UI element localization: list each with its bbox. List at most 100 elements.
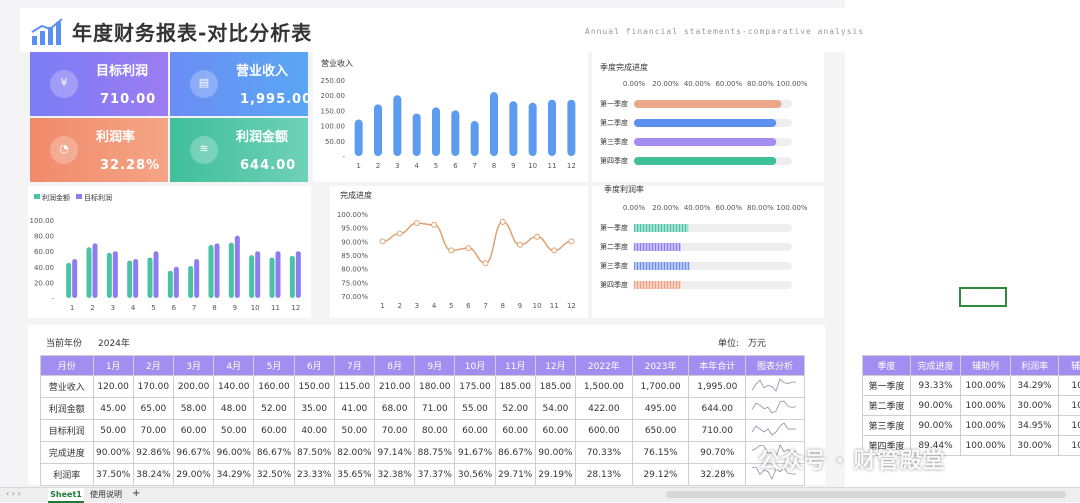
table-cell[interactable]: 48.00 — [214, 398, 254, 420]
column-header[interactable]: 11月 — [495, 356, 535, 376]
table-cell[interactable]: 50.00 — [214, 420, 254, 442]
table-cell[interactable]: 100.00% — [960, 416, 1010, 436]
column-header[interactable]: 辅助 — [1059, 356, 1080, 376]
table-cell[interactable]: 82.00% — [334, 442, 374, 464]
table-cell[interactable]: 29.12% — [632, 464, 689, 486]
table-cell[interactable]: 60.00 — [254, 420, 294, 442]
column-header[interactable]: 9月 — [415, 356, 455, 376]
table-cell[interactable]: 115.00 — [334, 376, 374, 398]
table-cell[interactable]: 185.00 — [535, 376, 575, 398]
tab-instructions[interactable]: 使用说明 — [90, 489, 122, 500]
table-cell[interactable]: 70.33% — [576, 442, 633, 464]
table-cell[interactable]: 86.67% — [495, 442, 535, 464]
column-header[interactable]: 图表分析 — [746, 356, 805, 376]
table-cell[interactable]: 90.00% — [93, 442, 133, 464]
table-cell[interactable]: 120.00 — [93, 376, 133, 398]
column-header[interactable]: 4月 — [214, 356, 254, 376]
table-cell[interactable]: 650.00 — [632, 420, 689, 442]
table-cell[interactable]: 第三季度 — [863, 416, 911, 436]
table-cell[interactable]: 50.00 — [334, 420, 374, 442]
table-cell[interactable]: 55.00 — [455, 398, 495, 420]
column-header[interactable]: 季度 — [863, 356, 911, 376]
selected-cell[interactable] — [959, 287, 1007, 307]
table-cell[interactable]: 210.00 — [375, 376, 415, 398]
table-cell[interactable]: 目标利润 — [41, 420, 94, 442]
table-cell[interactable]: 71.00 — [415, 398, 455, 420]
table-cell[interactable]: 97.14% — [375, 442, 415, 464]
horizontal-scrollbar[interactable] — [666, 491, 1066, 498]
table-cell[interactable]: 150.00 — [294, 376, 334, 398]
column-header[interactable]: 3月 — [173, 356, 213, 376]
table-cell[interactable]: 34.95% — [1011, 416, 1059, 436]
table-cell[interactable]: 86.67% — [254, 442, 294, 464]
table-cell[interactable]: 87.50% — [294, 442, 334, 464]
table-cell[interactable]: 710.00 — [689, 420, 746, 442]
column-header[interactable]: 利润率 — [1011, 356, 1059, 376]
table-cell[interactable]: 96.00% — [214, 442, 254, 464]
table-cell[interactable]: 600.00 — [576, 420, 633, 442]
column-header[interactable]: 6月 — [294, 356, 334, 376]
table-cell[interactable]: 422.00 — [576, 398, 633, 420]
table-cell[interactable]: 32.50% — [254, 464, 294, 486]
table-cell[interactable]: 1,995.00 — [689, 376, 746, 398]
table-cell[interactable]: 70.00 — [133, 420, 173, 442]
column-header[interactable]: 2月 — [133, 356, 173, 376]
table-cell[interactable]: 58.00 — [173, 398, 213, 420]
table-cell[interactable]: 200.00 — [173, 376, 213, 398]
table-cell[interactable]: 1,700.00 — [632, 376, 689, 398]
sparkline-cell[interactable] — [746, 376, 805, 398]
add-sheet-icon[interactable]: + — [132, 488, 140, 499]
table-cell[interactable]: 32.38% — [375, 464, 415, 486]
table-cell[interactable]: 90.00% — [911, 396, 961, 416]
table-cell[interactable]: 644.00 — [689, 398, 746, 420]
table-cell[interactable]: 29.00% — [173, 464, 213, 486]
column-header[interactable]: 5月 — [254, 356, 294, 376]
table-cell[interactable]: 30.56% — [455, 464, 495, 486]
table-cell[interactable]: 28.13% — [576, 464, 633, 486]
table-cell[interactable]: 88.75% — [415, 442, 455, 464]
table-cell[interactable]: 第一季度 — [863, 376, 911, 396]
table-cell[interactable]: 34.29% — [1011, 376, 1059, 396]
table-cell[interactable]: 54.00 — [535, 398, 575, 420]
table-cell[interactable]: 170.00 — [133, 376, 173, 398]
sparkline-cell[interactable] — [746, 398, 805, 420]
table-cell[interactable]: 41.00 — [334, 398, 374, 420]
table-cell[interactable]: 100.00% — [960, 376, 1010, 396]
table-cell[interactable]: 93.33% — [911, 376, 961, 396]
table-cell[interactable]: 60.00 — [173, 420, 213, 442]
table-cell[interactable]: 40.00 — [294, 420, 334, 442]
table-cell[interactable]: 96.67% — [173, 442, 213, 464]
table-cell[interactable]: 76.15% — [632, 442, 689, 464]
table-cell[interactable]: 100 — [1059, 376, 1080, 396]
table-cell[interactable]: 34.29% — [214, 464, 254, 486]
table-cell[interactable]: 70.00 — [375, 420, 415, 442]
table-cell[interactable]: 60.00 — [535, 420, 575, 442]
table-cell[interactable]: 35.65% — [334, 464, 374, 486]
table-cell[interactable]: 91.67% — [455, 442, 495, 464]
table-cell[interactable]: 80.00 — [415, 420, 455, 442]
table-cell[interactable]: 37.50% — [93, 464, 133, 486]
table-cell[interactable]: 第二季度 — [863, 396, 911, 416]
table-cell[interactable]: 90.00% — [911, 416, 961, 436]
table-cell[interactable]: 100.00% — [960, 436, 1010, 456]
year-value[interactable]: 2024年 — [98, 336, 130, 349]
column-header[interactable]: 1月 — [93, 356, 133, 376]
table-cell[interactable]: 完成进度 — [41, 442, 94, 464]
table-cell[interactable]: 60.00 — [495, 420, 535, 442]
table-cell[interactable]: 利润率 — [41, 464, 94, 486]
table-cell[interactable]: 65.00 — [133, 398, 173, 420]
table-cell[interactable]: 30.00% — [1011, 396, 1059, 416]
column-header[interactable]: 8月 — [375, 356, 415, 376]
table-cell[interactable]: 52.00 — [254, 398, 294, 420]
table-cell[interactable]: 90.00% — [535, 442, 575, 464]
table-cell[interactable]: 29.19% — [535, 464, 575, 486]
table-cell[interactable]: 60.00 — [455, 420, 495, 442]
table-cell[interactable]: 38.24% — [133, 464, 173, 486]
table-cell[interactable]: 29.71% — [495, 464, 535, 486]
table-cell[interactable]: 160.00 — [254, 376, 294, 398]
column-header[interactable]: 2022年 — [576, 356, 633, 376]
table-cell[interactable]: 1,500.00 — [576, 376, 633, 398]
column-header[interactable]: 辅助列 — [960, 356, 1010, 376]
table-cell[interactable]: 32.28% — [689, 464, 746, 486]
column-header[interactable]: 7月 — [334, 356, 374, 376]
